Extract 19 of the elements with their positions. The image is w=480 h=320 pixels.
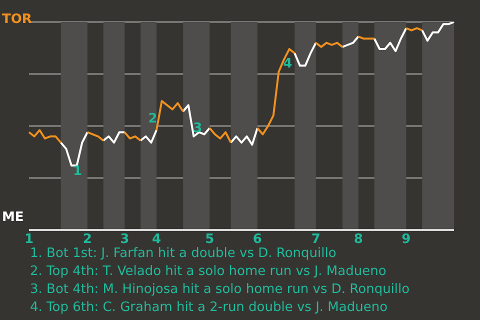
x-tick-label: 2 (82, 232, 92, 248)
x-tick-label: 4 (152, 232, 162, 248)
annotation: 4 (283, 56, 292, 72)
x-tick-label: 1 (24, 232, 34, 248)
text: TOR (2, 12, 32, 27)
x-tick-label: 9 (402, 232, 411, 248)
x-tick-label: 8 (354, 232, 363, 248)
text: 1. Bot 1st: J. Farfan hit a double vs D. Ronquillo (30, 246, 336, 261)
text: 2. Top 4th: T. Velado hit a solo home run vs J. Madueno (30, 263, 388, 281)
annotation: 3 (193, 120, 202, 136)
text: 4. Top 6th: C. Graham hit a 2-run double vs J. Madueno (30, 299, 389, 317)
annotation: 2 (148, 112, 158, 127)
x-tick-label: 3 (120, 232, 130, 248)
annotation: 1 (72, 164, 82, 180)
x-tick-label: 6 (252, 232, 262, 248)
x-tick-label: 5 (205, 232, 214, 248)
text: ME (2, 210, 24, 225)
text: 3. Bot 4th: M. Hinojosa hit a solo home run vs D. Ronquillo (30, 281, 410, 299)
x-tick-label: 7 (311, 232, 320, 248)
